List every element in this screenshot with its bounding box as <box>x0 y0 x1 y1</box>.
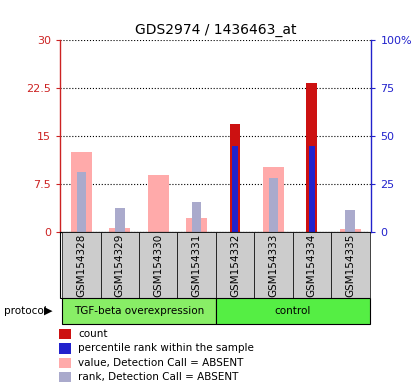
Text: percentile rank within the sample: percentile rank within the sample <box>78 343 254 354</box>
Bar <box>109 227 130 232</box>
Text: count: count <box>78 329 107 339</box>
Text: GSM154335: GSM154335 <box>345 233 355 297</box>
Bar <box>307 83 317 232</box>
Bar <box>340 229 361 232</box>
Text: GSM154332: GSM154332 <box>230 233 240 297</box>
Text: rank, Detection Call = ABSENT: rank, Detection Call = ABSENT <box>78 372 238 382</box>
Text: control: control <box>274 306 311 316</box>
Bar <box>216 298 369 324</box>
Bar <box>62 298 216 324</box>
Bar <box>115 208 124 232</box>
Bar <box>186 218 207 232</box>
Bar <box>100 232 139 298</box>
Title: GDS2974 / 1436463_at: GDS2974 / 1436463_at <box>135 23 297 36</box>
Bar <box>331 232 369 298</box>
Bar <box>62 232 100 298</box>
Text: protocol: protocol <box>4 306 47 316</box>
Text: GSM154330: GSM154330 <box>153 233 163 296</box>
Bar <box>229 124 240 232</box>
Bar <box>59 343 71 354</box>
Bar <box>76 172 86 232</box>
Bar <box>269 178 278 232</box>
Text: GSM154331: GSM154331 <box>192 233 202 297</box>
Bar <box>148 175 169 232</box>
Text: value, Detection Call = ABSENT: value, Detection Call = ABSENT <box>78 358 243 368</box>
Bar <box>346 210 355 232</box>
Text: GSM154333: GSM154333 <box>269 233 278 297</box>
Bar <box>59 329 71 339</box>
Bar <box>177 232 216 298</box>
Text: TGF-beta overexpression: TGF-beta overexpression <box>74 306 204 316</box>
Bar <box>192 202 201 232</box>
Bar <box>216 232 254 298</box>
Bar <box>71 152 92 232</box>
Bar <box>263 167 284 232</box>
Bar <box>254 232 293 298</box>
Bar <box>293 232 331 298</box>
Text: ▶: ▶ <box>44 306 52 316</box>
Text: GSM154334: GSM154334 <box>307 233 317 297</box>
Text: GSM154329: GSM154329 <box>115 233 125 297</box>
Bar <box>232 146 238 232</box>
Bar <box>59 372 71 382</box>
Text: GSM154328: GSM154328 <box>76 233 86 297</box>
Bar <box>139 232 177 298</box>
Bar <box>59 358 71 368</box>
Bar <box>309 146 315 232</box>
